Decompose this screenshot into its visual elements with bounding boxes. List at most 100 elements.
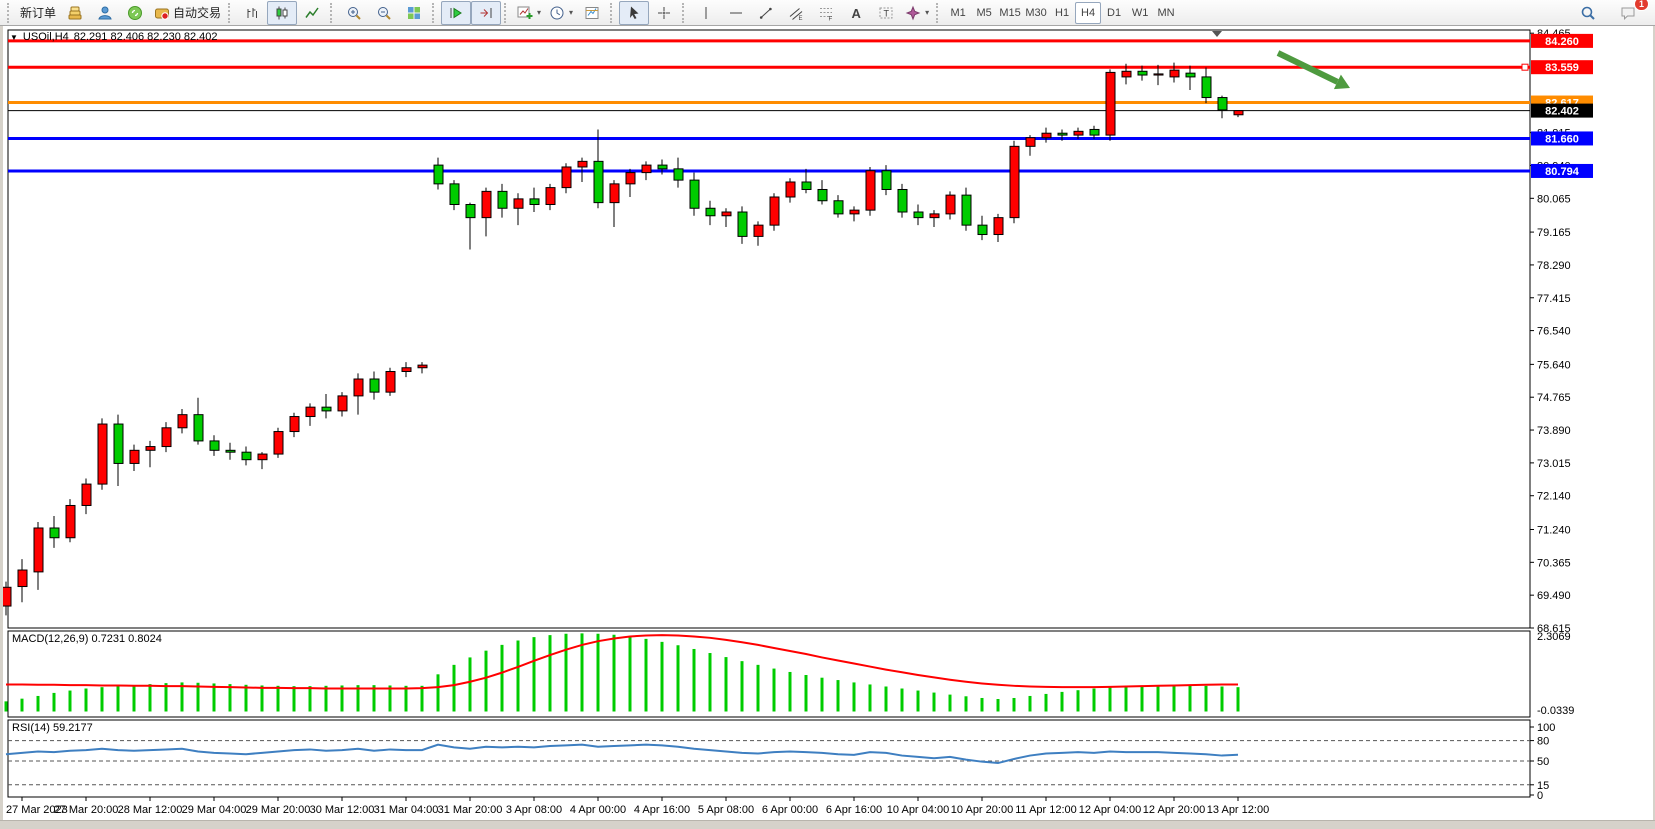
level-line-handle[interactable]: [1521, 63, 1529, 71]
price-tick-label: 70.365: [1537, 557, 1571, 569]
sell-arrow-annotation[interactable]: [1276, 50, 1350, 90]
sounds-button[interactable]: [120, 1, 150, 25]
cursor-button[interactable]: [619, 0, 650, 25]
price-pane: [7, 29, 1531, 629]
price-badge: [1531, 33, 1593, 48]
bar-chart-button[interactable]: [237, 1, 267, 25]
new-order-button-label: 新订单: [20, 6, 57, 20]
candle-body: [497, 190, 508, 209]
symbol-dropdown-icon[interactable]: ▼: [10, 32, 18, 42]
candle-body: [369, 378, 380, 393]
chart-title[interactable]: ▼ USOil,H4 82.291 82.406 82.230 82.402: [10, 31, 218, 43]
gold-icon-button[interactable]: [60, 1, 90, 25]
auto-scroll-button[interactable]: [441, 0, 472, 25]
chart-shift-marker[interactable]: [1212, 31, 1222, 37]
price-badge-value: 80.794: [1545, 166, 1580, 178]
label-button[interactable]: T: [871, 1, 901, 25]
text-button[interactable]: A: [841, 1, 871, 25]
time-tick-label: 12 Apr 04:00: [1079, 804, 1141, 816]
indicators-button[interactable]: ▾: [513, 1, 545, 25]
timeframe-m30-button[interactable]: M30: [1025, 6, 1047, 19]
candles-layer: [1, 62, 1244, 616]
price-level-lines[interactable]: [8, 39, 1530, 173]
time-tick-label: 29 Mar 04:00: [182, 804, 247, 816]
candle-body: [465, 204, 476, 219]
timeframe-m1-button[interactable]: M1: [950, 6, 966, 19]
fibonacci-icon: F: [820, 7, 833, 21]
macd-values: 0.7231 0.8024: [91, 633, 162, 645]
chevron-down-icon[interactable]: ▾: [569, 8, 574, 17]
candle-body: [97, 423, 108, 485]
time-tick-label: 3 Apr 08:00: [506, 804, 562, 816]
arrow-shaft[interactable]: [1276, 50, 1339, 85]
channel-button[interactable]: E: [781, 1, 811, 25]
svg-text:T: T: [884, 8, 890, 18]
timeframe-w1-button[interactable]: W1: [1131, 6, 1149, 19]
notifications-button[interactable]: 1: [1613, 0, 1649, 25]
auto-trading-button[interactable]: 自动交易: [150, 1, 225, 25]
timeframe-d1-button[interactable]: D1: [1107, 6, 1122, 19]
horizontal-line-button[interactable]: [721, 1, 751, 25]
rsi-tick-label: 80: [1537, 736, 1549, 748]
candle-body: [769, 196, 780, 226]
chevron-down-icon[interactable]: ▾: [537, 8, 542, 17]
timeframe-mn-button[interactable]: MN: [1157, 6, 1175, 19]
tile-windows-icon: [408, 6, 421, 19]
price-tick-label: 79.165: [1537, 227, 1571, 239]
svg-text:A: A: [852, 6, 862, 21]
candle-body: [177, 414, 188, 429]
candlestick-chart-button[interactable]: [267, 0, 298, 25]
trendline-button[interactable]: [751, 1, 781, 25]
price-scale[interactable]: 84.46581.81580.94080.06579.16578.29077.4…: [1530, 28, 1571, 635]
price-tick-label: 73.890: [1537, 425, 1571, 437]
chart-shift-icon: [480, 7, 492, 18]
timeframe-m15-button[interactable]: M15: [999, 6, 1021, 19]
time-tick-label: 28 Mar 12:00: [118, 804, 183, 816]
candle-body: [753, 224, 764, 237]
candle-body: [481, 190, 492, 219]
candle-body: [961, 194, 972, 226]
candle-body: [193, 414, 204, 442]
candle-body: [737, 211, 748, 237]
macd-pane: [7, 630, 1531, 718]
arrow-head[interactable]: [1333, 74, 1350, 90]
chevron-down-icon[interactable]: ▾: [925, 8, 930, 17]
toolbar-grip: [682, 2, 688, 23]
new-order-button[interactable]: 新订单: [16, 1, 60, 25]
periods-button[interactable]: ▾: [545, 1, 577, 25]
zoom-out-button[interactable]: [369, 1, 399, 25]
vertical-line-button[interactable]: [691, 1, 721, 25]
candle-body: [65, 504, 76, 539]
community-button[interactable]: [90, 1, 120, 25]
chart-shift-button[interactable]: [471, 0, 502, 25]
zoom-in-button[interactable]: [339, 1, 369, 25]
timeframe-h4-button[interactable]: H4: [1075, 1, 1102, 24]
timeframe-h1-button[interactable]: H1: [1055, 6, 1070, 19]
arrows-button[interactable]: ▾: [901, 1, 933, 25]
rsi-tick-label: 15: [1537, 780, 1549, 792]
line-chart-button[interactable]: [297, 1, 327, 25]
toolbar-grip: [504, 2, 510, 23]
candle-body: [401, 367, 412, 372]
price-badge-value: 81.660: [1545, 133, 1579, 145]
crosshair-button[interactable]: [649, 1, 679, 25]
candle-body: [1217, 97, 1228, 111]
time-tick-label: 4 Apr 16:00: [634, 804, 690, 816]
toolbar-grip: [936, 2, 942, 23]
timeframe-m5-button[interactable]: M5: [976, 6, 992, 19]
macd-name: MACD(12,26,9): [12, 633, 89, 645]
fibonacci-button[interactable]: F: [811, 1, 841, 25]
templates-button[interactable]: [577, 1, 607, 25]
tile-windows-button[interactable]: [399, 1, 429, 25]
text-icon: A: [852, 6, 862, 21]
label-icon: T: [879, 7, 893, 18]
candle-body: [273, 431, 284, 455]
candle-body: [545, 187, 556, 206]
window-frame-left: [0, 26, 3, 829]
search-button[interactable]: [1573, 1, 1603, 25]
macd-indicator: 2.3069 -0.0339: [4, 631, 1574, 717]
time-tick-label: 10 Apr 20:00: [951, 804, 1013, 816]
horizontal-line-icon: [730, 12, 743, 13]
price-badge: [1531, 103, 1593, 118]
